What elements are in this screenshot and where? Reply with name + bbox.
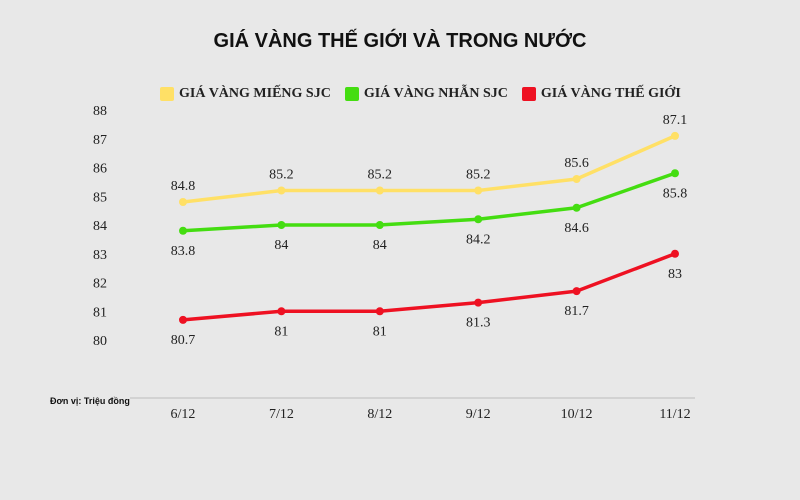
series-line-2 [181, 252, 677, 322]
legend-swatch-sjc-ring [344, 87, 359, 101]
y-tick-label: 87 [93, 133, 107, 148]
x-tick-label: 11/12 [659, 407, 690, 422]
data-label-2: 81.3 [466, 316, 491, 331]
x-tick-label: 9/12 [466, 407, 491, 422]
data-label-1: 84 [373, 238, 387, 253]
data-label-1: 84.6 [564, 221, 589, 236]
x-tick-label: 10/12 [561, 407, 593, 422]
legend-item-world: GIÁ VÀNG THẾ GIỚI [521, 86, 681, 102]
data-point-1 [572, 203, 581, 212]
unit-note: Đơn vị: Triệu đồng [50, 396, 130, 406]
legend-item-sjc-bar: GIÁ VÀNG MIẾNG SJC [160, 86, 331, 102]
data-label-1: 85.8 [663, 186, 688, 201]
data-label-0: 85.2 [466, 168, 491, 183]
data-label-2: 81 [274, 324, 288, 339]
data-label-2: 81 [373, 324, 387, 339]
data-point-1 [375, 221, 384, 229]
y-tick-label: 86 [93, 162, 107, 177]
data-label-1: 84 [274, 238, 288, 253]
data-label-0: 84.8 [171, 179, 196, 194]
data-point-0 [375, 186, 384, 195]
legend-item-sjc-ring: GIÁ VÀNG NHẪN SJC [344, 86, 508, 102]
data-point-2 [179, 315, 187, 324]
legend: GIÁ VÀNG MIẾNG SJC GIÁ VÀNG NHẪN SJC GIÁ… [160, 86, 695, 102]
data-point-1 [671, 169, 679, 178]
data-point-1 [277, 221, 286, 229]
legend-label-world: GIÁ VÀNG THẾ GIỚI [540, 86, 681, 101]
data-point-0 [277, 186, 286, 195]
legend-swatch-world [521, 87, 536, 101]
y-tick-label: 81 [93, 305, 107, 320]
data-point-2 [277, 307, 286, 316]
y-tick-label: 85 [93, 190, 107, 205]
data-label-0: 87.1 [663, 113, 688, 128]
data-label-1: 84.2 [466, 232, 491, 247]
data-point-0 [179, 198, 187, 206]
series-line-1 [181, 171, 677, 233]
data-label-0: 85.2 [269, 168, 294, 183]
data-label-0: 85.2 [368, 168, 393, 183]
y-tick-label: 84 [93, 219, 107, 234]
y-tick-label: 83 [93, 248, 107, 263]
legend-swatch-sjc-bar [160, 87, 174, 101]
data-label-2: 80.7 [171, 333, 196, 348]
data-point-2 [671, 249, 679, 258]
chart-title: GIÁ VÀNG THẾ GIỚI VÀ TRONG NƯỚC [213, 30, 587, 52]
data-point-1 [474, 215, 483, 224]
data-point-2 [474, 298, 483, 307]
data-point-0 [572, 175, 581, 183]
data-point-2 [375, 307, 384, 316]
y-tick-label: 80 [93, 334, 107, 349]
data-point-1 [179, 226, 187, 235]
data-label-0: 85.6 [564, 156, 589, 171]
data-point-0 [671, 131, 679, 140]
series-line-0 [181, 134, 677, 204]
x-tick-label: 6/12 [171, 407, 196, 422]
y-tick-label: 82 [93, 277, 107, 292]
data-point-2 [572, 287, 581, 296]
data-label-2: 81.7 [564, 304, 589, 319]
legend-label-sjc-ring: GIÁ VÀNG NHẪN SJC [363, 86, 508, 101]
data-label-1: 83.8 [171, 244, 196, 259]
x-tick-label: 7/12 [269, 407, 294, 422]
data-point-0 [474, 186, 483, 195]
legend-label-sjc-bar: GIÁ VÀNG MIẾNG SJC [179, 86, 331, 101]
data-label-2: 83 [668, 267, 682, 282]
x-tick-label: 8/12 [367, 407, 392, 422]
y-tick-label: 88 [93, 104, 107, 119]
